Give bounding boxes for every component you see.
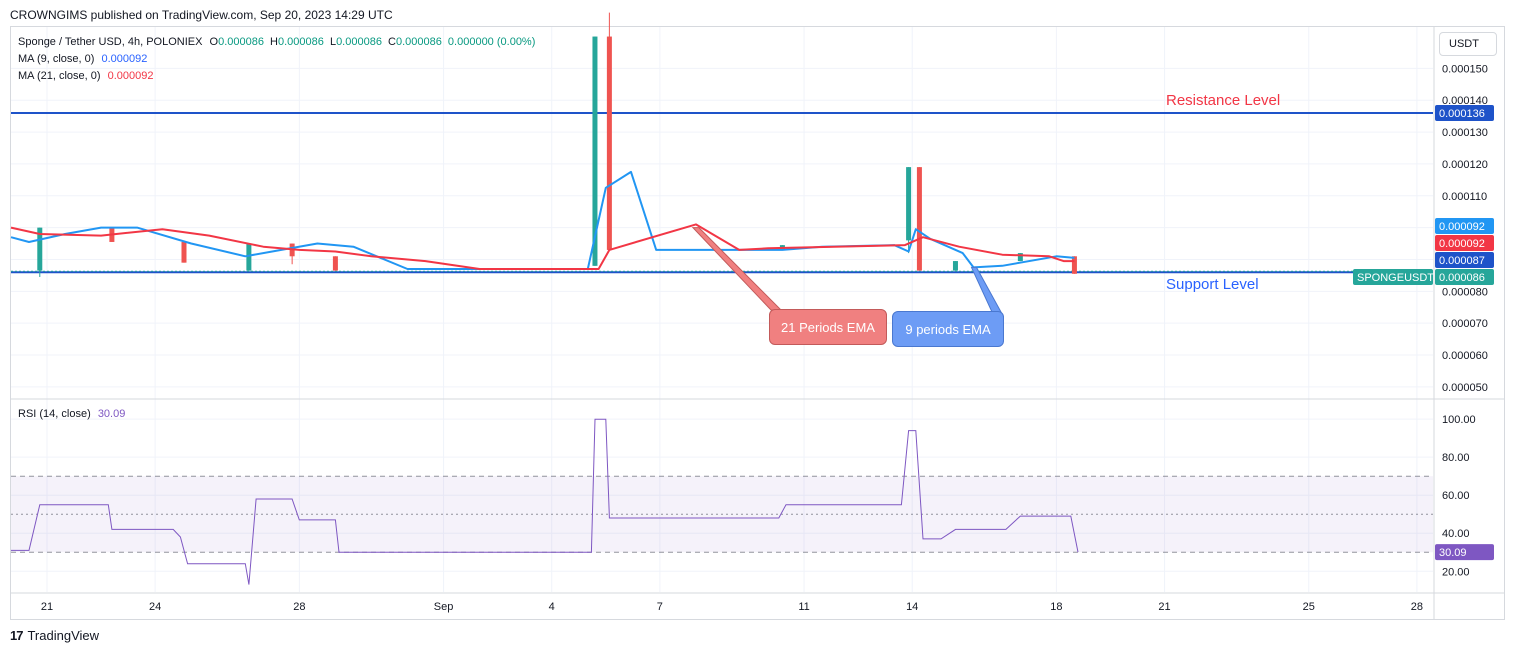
time-tick-label: 7 <box>657 601 663 613</box>
open-key: O <box>209 36 219 48</box>
blue-price-tag-bg <box>1435 252 1494 268</box>
rsi-line <box>11 418 1079 585</box>
rsi-price-tag-bg <box>1435 544 1494 561</box>
footer-brand: TradingView <box>27 628 100 643</box>
price-tick-label: 0.000130 <box>1442 127 1488 139</box>
ma9-value: 0.000092 <box>101 53 148 65</box>
price-tick-label: 0.000080 <box>1442 286 1488 298</box>
rsi-tick-label: 40.00 <box>1442 528 1470 540</box>
ma9-legend: MA (9, close, 0) 0.000092 <box>18 53 147 65</box>
rsi-value: 30.09 <box>97 408 126 420</box>
rsi-tick-label: 100.00 <box>1442 414 1476 426</box>
time-tick-label: 25 <box>1303 601 1315 613</box>
last-price-tag-bg <box>1435 269 1494 285</box>
rsi-tick-label: 80.00 <box>1442 452 1470 464</box>
low-key: L <box>329 36 337 48</box>
candle-body <box>606 36 612 250</box>
publisher-header: CROWNGIMS published on TradingView.com, … <box>10 8 393 22</box>
ohlc-legend: Sponge / Tether USD, 4h, POLONIEX O0.000… <box>18 36 535 48</box>
candle-body <box>906 167 912 241</box>
candle-body <box>181 241 187 263</box>
price-tick-label: 0.000060 <box>1442 350 1488 362</box>
ema21-callout-pointer <box>691 227 783 311</box>
rsi-price-tag: 30.09 <box>1439 547 1467 559</box>
rsi-label: RSI (14, close) <box>18 408 91 420</box>
ma21-label: MA (21, close, 0) <box>18 70 101 82</box>
rsi-legend: RSI (14, close) 30.09 <box>18 408 125 420</box>
symbol-label: Sponge / Tether USD, 4h, POLONIEX <box>18 36 203 48</box>
candle-body <box>952 261 958 271</box>
last-price-tag: 0.000086 <box>1439 272 1485 284</box>
ma9-price-tag-bg <box>1435 218 1494 234</box>
symbol-price-tag: SPONGEUSDT <box>1357 272 1434 284</box>
candle-body <box>37 227 43 271</box>
open-value: 0.000086 <box>218 36 264 48</box>
time-tick-label: 4 <box>549 601 555 613</box>
candle-body <box>1017 253 1023 262</box>
tradingview-logo-icon: 17 <box>10 628 24 643</box>
time-tick-label: 11 <box>798 601 809 613</box>
time-tick-label: 14 <box>906 601 918 613</box>
price-tick-label: 0.000070 <box>1442 318 1488 330</box>
price-tick-label: 0.000110 <box>1442 191 1487 203</box>
time-tick-label: 21 <box>41 601 53 613</box>
resistance-label: Resistance Level <box>1166 92 1281 109</box>
support-label: Support Level <box>1166 276 1259 293</box>
ma9-price-tag: 0.000092 <box>1439 221 1485 233</box>
time-tick-label: 28 <box>293 601 305 613</box>
blue-price-tag: 0.000087 <box>1439 255 1485 267</box>
chart-frame <box>10 26 1505 620</box>
candle-body <box>916 167 922 271</box>
close-key: C <box>388 36 396 48</box>
low-value: 0.000086 <box>336 36 382 48</box>
price-tick-label: 0.000150 <box>1442 63 1488 75</box>
ma9-label: MA (9, close, 0) <box>18 53 95 65</box>
candle-body <box>332 256 338 271</box>
change-value: 0.000000 (0.00%) <box>447 36 536 48</box>
symbol-price-tag-bg <box>1353 269 1433 285</box>
ma21-line <box>10 223 1075 270</box>
ma9-line <box>10 170 1075 270</box>
high-value: 0.000086 <box>277 36 324 48</box>
candle-body <box>246 243 252 271</box>
close-value: 0.000086 <box>395 36 442 48</box>
ma21-legend: MA (21, close, 0) 0.000092 <box>18 70 154 82</box>
rsi-tick-label: 60.00 <box>1442 490 1470 502</box>
price-tick-label: 0.000120 <box>1442 159 1488 171</box>
resistance-price-tag: 0.000136 <box>1439 108 1485 120</box>
high-key: H <box>270 36 278 48</box>
resistance-price-tag-bg <box>1435 104 1494 121</box>
candle-body <box>1071 256 1077 274</box>
ema21-callout: 21 Periods EMA <box>769 309 887 345</box>
candle-body <box>592 36 598 266</box>
ma21-price-tag: 0.000092 <box>1439 238 1485 250</box>
ma21-price-tag-bg <box>1435 235 1494 251</box>
footer: 17 TradingView <box>10 628 99 643</box>
ema9-callout: 9 periods EMA <box>892 311 1004 347</box>
rsi-tick-label: 20.00 <box>1442 566 1470 578</box>
price-tick-label: 0.000140 <box>1442 95 1488 107</box>
time-tick-label: 21 <box>1158 601 1170 613</box>
time-tick-label: 24 <box>149 601 161 613</box>
time-tick-label: 18 <box>1050 601 1062 613</box>
price-tick-label: 0.000050 <box>1442 382 1488 394</box>
ema9-callout-pointer <box>970 266 1002 313</box>
time-tick-label: Sep <box>434 601 454 613</box>
ma21-value: 0.000092 <box>107 70 154 82</box>
currency-button[interactable]: USDT <box>1439 32 1497 56</box>
time-tick-label: 28 <box>1411 601 1423 613</box>
